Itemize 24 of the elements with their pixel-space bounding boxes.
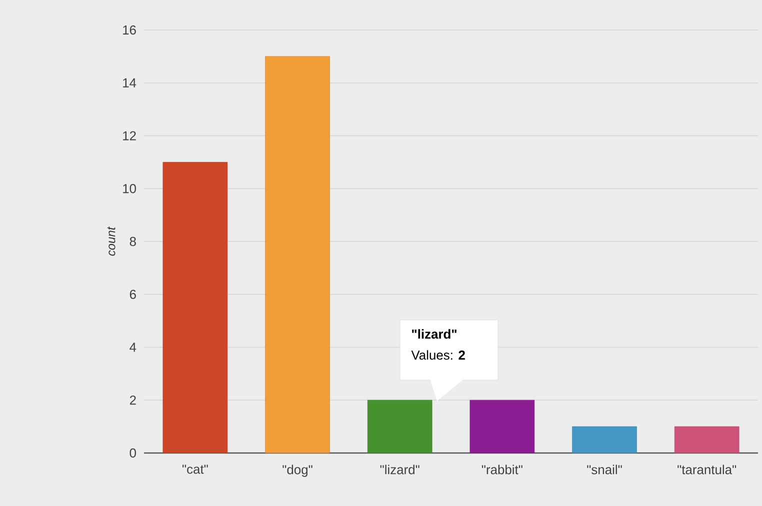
bar <box>572 426 637 454</box>
x-tick-label: "snail" <box>587 464 622 474</box>
bar <box>367 400 432 454</box>
bar <box>470 400 535 454</box>
y-tick-label: 6 <box>130 290 136 299</box>
x-tick-label: "tarantula" <box>678 464 736 474</box>
y-tick-label: 14 <box>123 78 136 88</box>
x-tick-label: "cat" <box>182 464 208 474</box>
annotation: "lizard" <box>412 329 456 339</box>
y-tick-label: 12 <box>123 131 136 140</box>
bar <box>162 162 228 454</box>
x-tick-label: "dog" <box>282 464 312 477</box>
x-tick-label: "lizard" <box>380 464 420 474</box>
y-tick-label: 8 <box>130 236 136 246</box>
y-axis-title: count <box>107 226 116 256</box>
y-tick-label: 10 <box>123 184 136 194</box>
annotation: Values: 2 <box>411 350 465 360</box>
bar <box>265 56 330 454</box>
y-tick-label: 16 <box>123 25 136 35</box>
y-tick-label: 4 <box>130 342 136 352</box>
bar <box>674 426 740 454</box>
x-tick-label: "rabbit" <box>482 464 522 474</box>
y-tick-label: 0 <box>130 448 136 458</box>
y-tick-label: 2 <box>130 396 136 405</box>
